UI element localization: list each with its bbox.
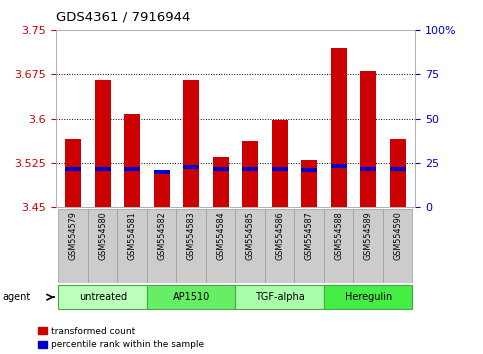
Bar xyxy=(95,167,111,171)
Bar xyxy=(183,165,199,169)
Bar xyxy=(124,114,141,207)
Text: GSM554586: GSM554586 xyxy=(275,211,284,260)
Bar xyxy=(390,139,406,207)
Bar xyxy=(236,285,324,309)
Text: GSM554580: GSM554580 xyxy=(98,211,107,260)
Text: AP1510: AP1510 xyxy=(172,292,210,302)
Bar xyxy=(176,209,206,283)
Text: GDS4361 / 7916944: GDS4361 / 7916944 xyxy=(56,10,190,23)
Bar xyxy=(88,209,117,283)
Text: GSM554589: GSM554589 xyxy=(364,211,373,260)
Bar xyxy=(65,167,81,171)
Bar xyxy=(213,157,229,207)
Bar xyxy=(383,209,412,283)
Text: GSM554583: GSM554583 xyxy=(187,211,196,260)
Bar xyxy=(354,209,383,283)
Bar xyxy=(301,160,317,207)
Bar xyxy=(330,164,347,168)
Bar xyxy=(360,167,376,171)
Bar xyxy=(206,209,236,283)
Bar xyxy=(236,209,265,283)
Bar xyxy=(324,285,412,309)
Bar xyxy=(360,72,376,207)
Text: GSM554582: GSM554582 xyxy=(157,211,166,260)
Bar xyxy=(271,167,288,171)
Bar xyxy=(265,209,295,283)
Text: agent: agent xyxy=(2,292,30,302)
Bar xyxy=(117,209,147,283)
Bar xyxy=(295,209,324,283)
Bar xyxy=(147,209,176,283)
Bar xyxy=(58,285,147,309)
Text: GSM554585: GSM554585 xyxy=(246,211,255,260)
Bar xyxy=(183,80,199,207)
Bar xyxy=(213,167,229,171)
Bar xyxy=(58,209,88,283)
Text: GSM554584: GSM554584 xyxy=(216,211,225,260)
Bar xyxy=(95,80,111,207)
Bar xyxy=(330,48,347,207)
Text: GSM554588: GSM554588 xyxy=(334,211,343,260)
Text: Heregulin: Heregulin xyxy=(344,292,392,302)
Bar xyxy=(324,209,354,283)
Legend: transformed count, percentile rank within the sample: transformed count, percentile rank withi… xyxy=(38,327,204,349)
Text: GSM554579: GSM554579 xyxy=(69,211,78,260)
Text: GSM554590: GSM554590 xyxy=(393,211,402,260)
Bar xyxy=(65,139,81,207)
Text: GSM554581: GSM554581 xyxy=(128,211,137,260)
Text: GSM554587: GSM554587 xyxy=(305,211,313,260)
Text: TGF-alpha: TGF-alpha xyxy=(255,292,305,302)
Bar xyxy=(301,168,317,172)
Bar xyxy=(124,167,141,171)
Bar xyxy=(154,172,170,207)
Bar xyxy=(242,167,258,171)
Text: untreated: untreated xyxy=(79,292,127,302)
Bar xyxy=(242,141,258,207)
Bar xyxy=(390,167,406,171)
Bar xyxy=(154,170,170,174)
Bar xyxy=(147,285,236,309)
Bar xyxy=(271,120,288,207)
